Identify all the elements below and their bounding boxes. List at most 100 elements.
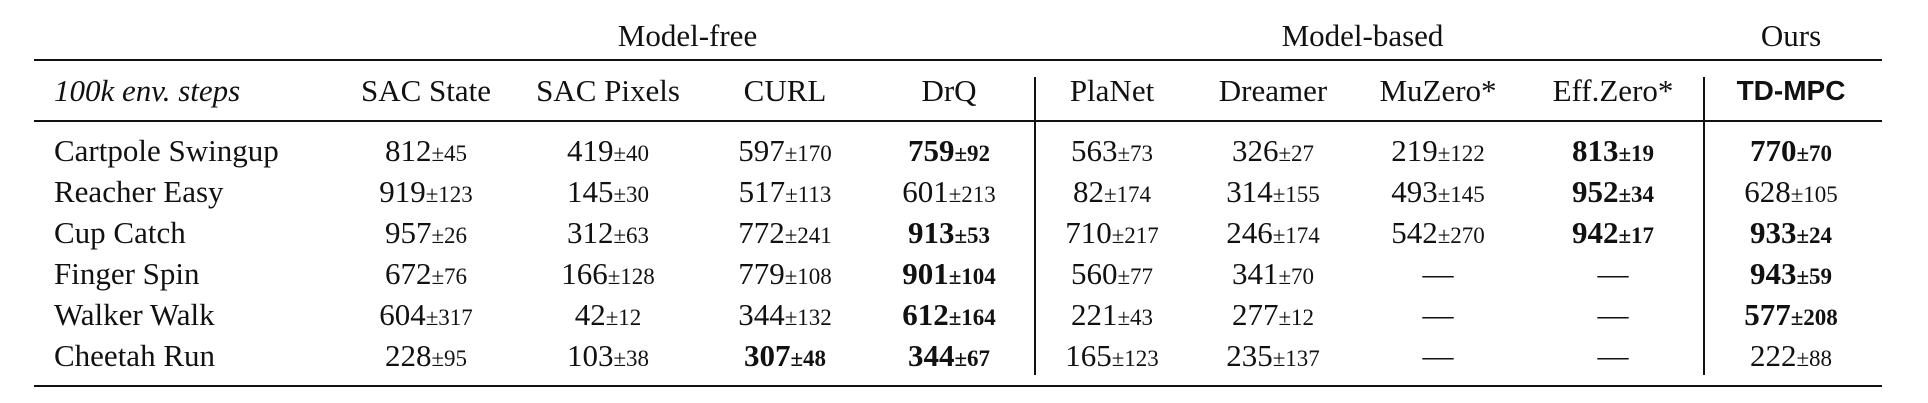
cell: 628±105 xyxy=(1744,174,1838,210)
header-rule xyxy=(34,120,1882,122)
mean: — xyxy=(1422,256,1454,291)
cell: 221±43 xyxy=(1071,297,1153,333)
cell: 813±19 xyxy=(1572,133,1654,169)
mean: 942 xyxy=(1571,215,1619,250)
std: ±76 xyxy=(431,264,468,289)
mean: 341 xyxy=(1231,256,1279,291)
std: ±70 xyxy=(1796,141,1833,166)
mean: 166 xyxy=(561,256,608,291)
separator xyxy=(1703,77,1705,375)
mean: 82 xyxy=(1072,174,1104,209)
std: ±88 xyxy=(1796,346,1833,371)
mean: 628 xyxy=(1744,174,1791,209)
mean: 563 xyxy=(1070,133,1118,168)
std: ±30 xyxy=(613,182,650,207)
mean: 812 xyxy=(384,133,432,168)
cell: 710±217 xyxy=(1065,215,1159,251)
mean: — xyxy=(1597,256,1629,291)
cell: — xyxy=(1423,297,1454,333)
cell: 235±137 xyxy=(1226,338,1320,374)
cell: 341±70 xyxy=(1232,256,1314,292)
std: ±155 xyxy=(1272,182,1320,207)
row-label: Cartpole Swingup xyxy=(54,133,279,168)
column-header: Dreamer xyxy=(1218,73,1328,108)
cell: 314±155 xyxy=(1226,174,1320,210)
cell: 919±123 xyxy=(379,174,473,210)
corner-label: 100k env. steps xyxy=(54,73,241,108)
cell: 604±317 xyxy=(379,297,473,333)
std: ±104 xyxy=(948,264,996,289)
mean: 312 xyxy=(566,215,614,250)
column-header: SAC State xyxy=(360,73,492,108)
mean: 517 xyxy=(738,174,786,209)
row-label: Reacher Easy xyxy=(54,174,224,209)
std: ±164 xyxy=(948,305,996,330)
group-header: Model-based xyxy=(1281,18,1444,53)
mean: 560 xyxy=(1070,256,1118,291)
cell: 933±24 xyxy=(1750,215,1832,251)
cell: 943±59 xyxy=(1750,256,1832,292)
std: ±108 xyxy=(784,264,832,289)
std: ±174 xyxy=(1103,182,1152,207)
std: ±128 xyxy=(607,264,655,289)
cell: 166±128 xyxy=(561,256,655,292)
std: ±59 xyxy=(1796,264,1833,289)
std: ±132 xyxy=(784,305,832,330)
cell: 165±123 xyxy=(1065,338,1159,374)
mean: 542 xyxy=(1391,215,1438,250)
std: ±92 xyxy=(954,141,991,166)
std: ±170 xyxy=(784,141,832,166)
cell: 612±164 xyxy=(902,297,996,333)
cell: 601±213 xyxy=(902,174,996,210)
mean: 601 xyxy=(902,174,949,209)
mean: 772 xyxy=(738,215,785,250)
cell: 222±88 xyxy=(1750,338,1832,374)
group-header: Model-free xyxy=(617,18,758,53)
cell: 82±174 xyxy=(1073,174,1151,210)
column-header: MuZero* xyxy=(1379,73,1497,108)
std: ±12 xyxy=(605,305,642,330)
mean: 344 xyxy=(738,297,785,332)
std: ±113 xyxy=(785,182,832,207)
std: ±137 xyxy=(1272,346,1320,371)
cell: 759±92 xyxy=(908,133,990,169)
std: ±145 xyxy=(1437,182,1485,207)
cell: 145±30 xyxy=(567,174,649,210)
std: ±217 xyxy=(1111,223,1159,248)
cell: 560±77 xyxy=(1071,256,1153,292)
cell: 952±34 xyxy=(1572,174,1654,210)
mean: 759 xyxy=(907,133,955,168)
mean: 770 xyxy=(1749,133,1797,168)
cell: 942±17 xyxy=(1572,215,1654,251)
std: ±123 xyxy=(425,182,473,207)
mean: — xyxy=(1597,297,1629,332)
mean: 42 xyxy=(574,297,606,332)
cell: 344±132 xyxy=(738,297,832,333)
std: ±73 xyxy=(1117,141,1154,166)
mean: 165 xyxy=(1065,338,1112,373)
top-rule xyxy=(34,59,1882,61)
mean: 952 xyxy=(1571,174,1619,209)
std: ±40 xyxy=(613,141,650,166)
std: ±70 xyxy=(1278,264,1315,289)
mean: 901 xyxy=(902,256,949,291)
mean: 577 xyxy=(1744,297,1791,332)
separator xyxy=(1034,77,1036,375)
cell: 779±108 xyxy=(738,256,832,292)
mean: 493 xyxy=(1391,174,1438,209)
std: ±95 xyxy=(431,346,468,371)
mean: 344 xyxy=(907,338,955,373)
mean: 246 xyxy=(1226,215,1273,250)
column-header: Eff.Zero* xyxy=(1552,73,1674,108)
cell: 228±95 xyxy=(385,338,467,374)
cell: 344±67 xyxy=(908,338,990,374)
cell: 913±53 xyxy=(908,215,990,251)
mean: 813 xyxy=(1571,133,1619,168)
std: ±12 xyxy=(1278,305,1315,330)
cell: 770±70 xyxy=(1750,133,1832,169)
std: ±53 xyxy=(954,223,991,248)
mean: — xyxy=(1422,338,1454,373)
cell: 812±45 xyxy=(385,133,467,169)
std: ±38 xyxy=(613,346,650,371)
